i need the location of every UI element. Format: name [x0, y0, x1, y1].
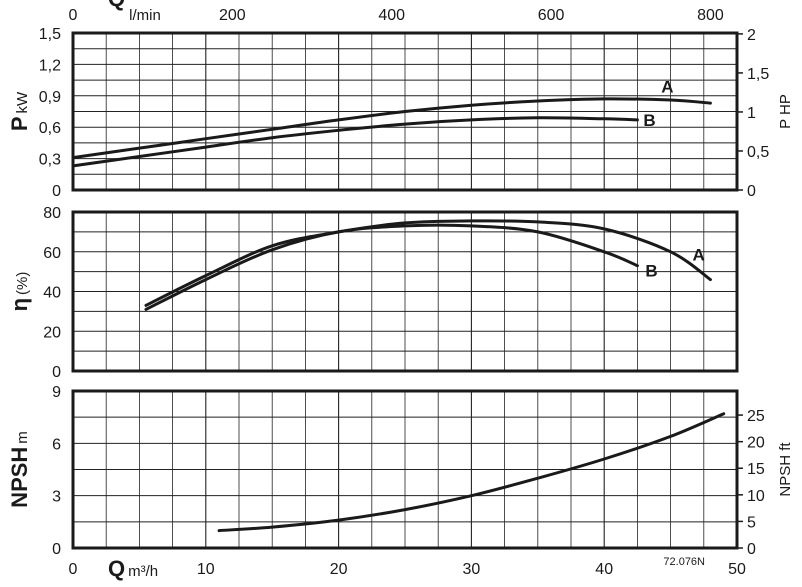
y-tick-label: 0,9 [39, 89, 61, 106]
x-tick-label: 50 [728, 561, 746, 578]
y-tick-label: 0,3 [39, 152, 61, 169]
y-tick-label: 20 [43, 324, 61, 341]
x2-tick-label: 0 [69, 7, 78, 24]
y-tick-label: 1,2 [39, 57, 61, 74]
curve-label-b: B [645, 262, 657, 281]
y2-tick-label: 0 [747, 183, 756, 200]
y-tick-label: 0 [52, 364, 61, 381]
x2-tick-label: 600 [538, 7, 565, 24]
y2-tick-label: 0 [747, 541, 756, 558]
y2-tick-label: 2 [747, 27, 756, 44]
y-tick-label: 6 [52, 436, 61, 453]
curve-power-a [73, 99, 710, 158]
y-tick-label: 0 [52, 541, 61, 558]
y2-tick-label: 1,5 [747, 66, 769, 83]
y-axis-label-efficiency: η(%) [7, 272, 32, 312]
y-tick-label: 0,6 [39, 120, 61, 137]
y2-tick-label: 25 [747, 408, 765, 425]
curve-layer [73, 99, 724, 531]
y2-tick-label: 5 [747, 514, 756, 531]
x-tick-label: 30 [463, 561, 481, 578]
y2-tick-label: 10 [747, 488, 765, 505]
curve-efficiency-a [146, 221, 710, 306]
y-tick-label: 60 [43, 245, 61, 262]
y-tick-label: 1,5 [39, 26, 61, 43]
y2-tick-label: 1 [747, 105, 756, 122]
x2-tick-label: 200 [219, 7, 246, 24]
x2-tick-label: 400 [378, 7, 405, 24]
y-tick-label: 9 [52, 384, 61, 401]
x-tick-label: 20 [330, 561, 348, 578]
x2-tick-label: 800 [697, 7, 724, 24]
y2-tick-label: 0,5 [747, 144, 769, 161]
y2-tick-label: 20 [747, 435, 765, 452]
y2-axis-label-npsh: NPSH ft [777, 442, 794, 497]
curve-label-a: A [661, 78, 673, 97]
y2-axis-label-power: P HP [777, 94, 794, 129]
curve-label-a: A [693, 246, 705, 265]
y-tick-label: 40 [43, 285, 61, 302]
curve-label-b: B [643, 111, 655, 130]
y-axis-label-power: PkW [7, 91, 32, 131]
y2-tick-label: 15 [747, 461, 765, 478]
x-tick-label: 40 [595, 561, 613, 578]
drawing-code: 72.076N [663, 556, 705, 568]
y-tick-label: 3 [52, 489, 61, 506]
x2-axis-label: Ql/min [108, 0, 161, 24]
x-tick-label: 10 [197, 561, 215, 578]
y-axis-label-npsh: NPSHm [7, 431, 32, 508]
y-tick-label: 0 [52, 183, 61, 200]
y-tick-label: 80 [43, 205, 61, 222]
x-tick-label: 0 [69, 561, 78, 578]
